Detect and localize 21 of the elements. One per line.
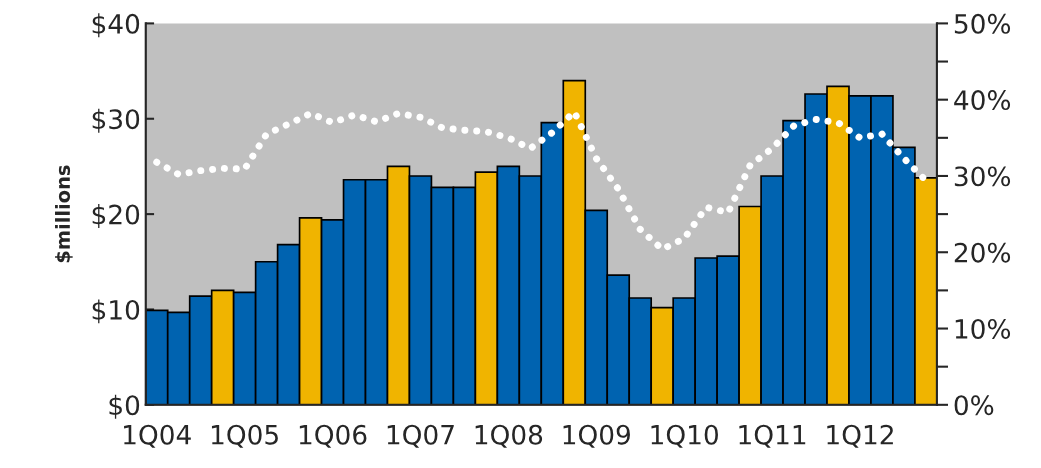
y2-tick-label: 0% bbox=[954, 395, 994, 416]
y2-tick-label: 30% bbox=[954, 166, 1011, 187]
x-tick-label: 1Q07 bbox=[387, 424, 454, 448]
y2-tick-label: 50% bbox=[954, 13, 1011, 34]
x-tick-label: 1Q09 bbox=[563, 424, 630, 448]
x-tick-label: 1Q08 bbox=[475, 424, 543, 448]
x-tick-label: 1Q06 bbox=[299, 424, 367, 448]
y2-tick-label: 20% bbox=[954, 242, 1011, 263]
y-tick-label: $30 bbox=[92, 108, 140, 133]
x-tick-label: 1Q10 bbox=[651, 424, 718, 448]
y-axis-title: $millions bbox=[55, 165, 73, 263]
y2-tick-label: 40% bbox=[954, 90, 1011, 111]
y-tick-label: $40 bbox=[92, 13, 140, 38]
y2-tick-label: 10% bbox=[955, 318, 1011, 339]
y-tick-label: $0 bbox=[109, 394, 140, 419]
x-tick-label: 1Q04 bbox=[124, 424, 191, 448]
x-tick-label: 1Q05 bbox=[211, 424, 278, 448]
x-tick-label: 1Q11 bbox=[739, 424, 806, 448]
x-tick-label: 1Q12 bbox=[827, 424, 893, 448]
y-tick-label: $10 bbox=[92, 299, 140, 324]
y-tick-label: $20 bbox=[92, 204, 140, 229]
